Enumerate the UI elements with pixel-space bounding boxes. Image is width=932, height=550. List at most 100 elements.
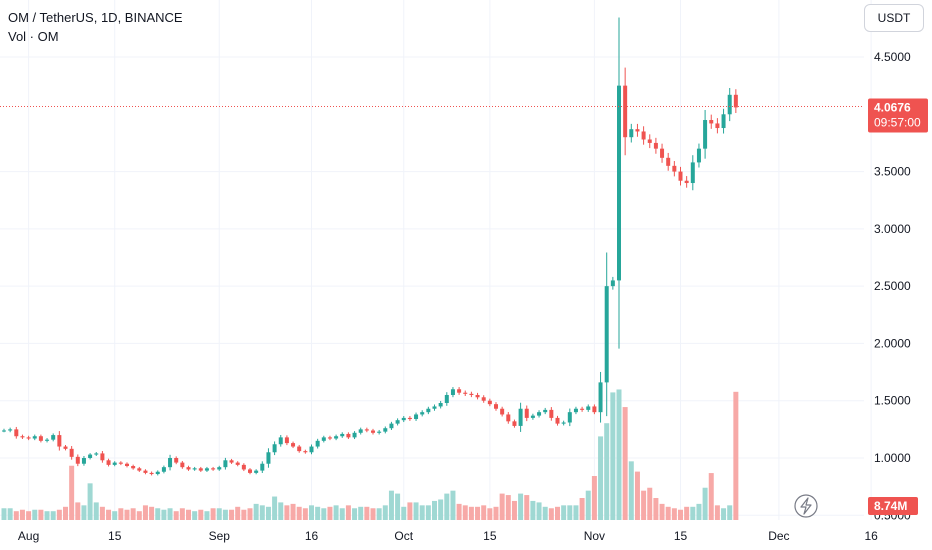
candle	[635, 123, 640, 137]
volume-bar	[518, 493, 524, 520]
volume-bar	[653, 498, 659, 520]
volume-bar	[493, 506, 499, 520]
candle	[272, 441, 277, 456]
volume-bar	[352, 508, 358, 520]
candle	[352, 431, 357, 440]
candle	[426, 406, 431, 415]
candle	[321, 435, 326, 443]
volume-bar	[19, 509, 25, 520]
candle-body	[272, 444, 277, 453]
candle-body	[174, 458, 179, 463]
candle-body	[580, 408, 585, 410]
candle	[358, 427, 363, 435]
x-tick-label: Oct	[394, 529, 413, 543]
candle-body	[703, 120, 708, 149]
volume-bar	[604, 423, 610, 520]
volume-bar	[112, 511, 118, 520]
candle-body	[248, 469, 252, 473]
volume-badge: 8.74M	[868, 497, 918, 515]
volume-bar	[702, 487, 708, 520]
candle	[297, 444, 302, 453]
candle-body	[641, 131, 646, 140]
candle	[149, 471, 154, 476]
candle-body	[88, 454, 93, 458]
volume-bar	[179, 508, 185, 520]
candle	[481, 395, 486, 403]
x-tick-label: 15	[108, 529, 122, 543]
candle-body	[291, 443, 296, 447]
volume-bar	[579, 498, 585, 520]
volume-bar	[450, 490, 456, 520]
candle	[248, 468, 252, 475]
candle	[32, 434, 37, 441]
candle-body	[395, 420, 400, 424]
volume-bar	[259, 505, 265, 520]
candle-body	[75, 456, 80, 464]
volume-bar	[567, 505, 573, 520]
candle	[395, 418, 400, 426]
volume-bar	[7, 508, 13, 520]
volume-bar	[598, 436, 604, 520]
currency-button[interactable]: USDT	[864, 4, 924, 32]
volume-bar	[56, 509, 62, 520]
volume-bar	[481, 505, 487, 520]
candle-body	[106, 460, 111, 465]
candle	[291, 441, 296, 449]
volume-bar	[186, 509, 191, 520]
candle	[709, 114, 714, 129]
candle	[549, 407, 554, 421]
candle-body	[327, 437, 332, 439]
candle-body	[143, 470, 148, 473]
y-tick-label: 1.5000	[874, 394, 911, 408]
candle-body	[383, 428, 388, 432]
candle-body	[364, 429, 369, 431]
volume-bar	[173, 511, 179, 520]
candle-body	[217, 467, 222, 470]
lightning-circle-icon[interactable]	[794, 494, 818, 518]
volume-bar	[524, 495, 530, 520]
candle-body	[346, 433, 351, 438]
candle	[414, 412, 419, 421]
volume-bar	[407, 502, 413, 520]
volume-bar	[315, 506, 321, 520]
candle	[26, 435, 31, 441]
volume-bar	[44, 511, 50, 520]
candle-body	[543, 409, 548, 413]
last-price-value: 4.0676	[874, 101, 911, 115]
volume-bar	[235, 506, 241, 520]
candle	[161, 465, 166, 474]
candle-body	[721, 114, 726, 129]
volume-bar	[327, 506, 333, 520]
candle-body	[494, 404, 498, 409]
candle-body	[57, 435, 62, 447]
lightning-glyph	[800, 497, 812, 515]
candle-body	[604, 286, 609, 383]
candle	[106, 458, 111, 467]
candle	[186, 465, 191, 471]
candle	[383, 426, 388, 434]
volume-bar	[591, 476, 597, 520]
volume-bar	[425, 505, 431, 520]
volume-bar	[462, 505, 468, 520]
candle-body	[309, 446, 314, 453]
candle	[211, 466, 216, 471]
candle-body	[684, 180, 689, 184]
volume-bar	[124, 509, 130, 520]
y-tick-label: 2.5000	[874, 279, 911, 293]
volume-bar	[475, 506, 481, 520]
candle	[20, 434, 25, 439]
candle	[463, 390, 468, 396]
candle	[438, 400, 443, 409]
candle	[660, 143, 665, 163]
volume-bar	[678, 509, 683, 520]
x-tick-label: 15	[674, 529, 688, 543]
countdown-timer: 09:57:00	[874, 116, 921, 130]
candle-body	[334, 436, 339, 439]
candle	[81, 455, 86, 466]
volume-bar	[161, 509, 167, 520]
last-price-badge-bg	[868, 98, 928, 133]
volume-bar	[149, 506, 155, 520]
volume-bar	[634, 471, 640, 520]
candle	[229, 458, 234, 464]
